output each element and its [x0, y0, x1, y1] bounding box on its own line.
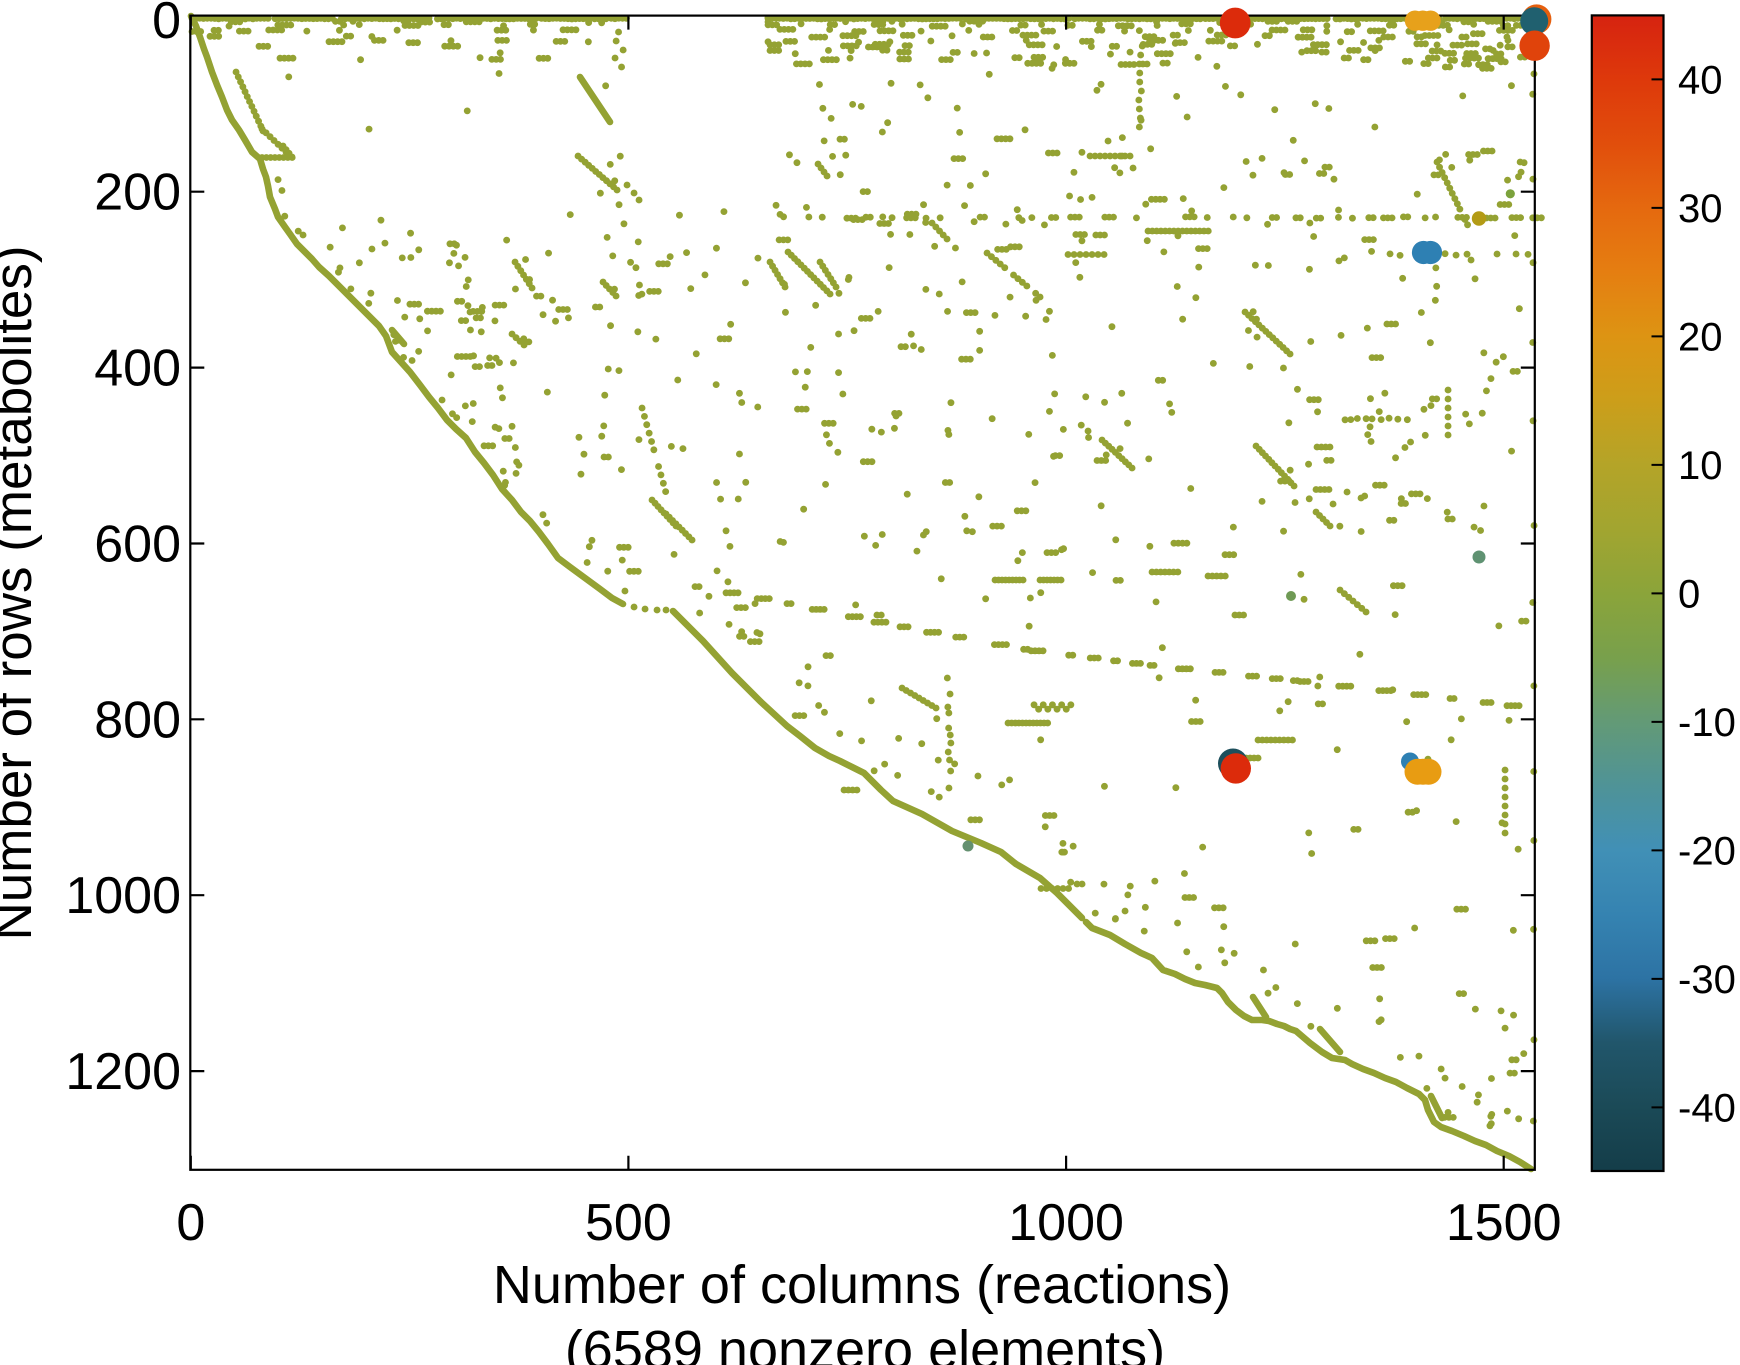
svg-text:1200: 1200	[65, 1043, 181, 1101]
svg-text:10: 10	[1678, 444, 1723, 488]
svg-text:-30: -30	[1678, 958, 1736, 1002]
svg-text:-40: -40	[1678, 1086, 1736, 1130]
svg-text:1500: 1500	[1446, 1194, 1562, 1252]
svg-text:200: 200	[94, 164, 181, 222]
svg-text:600: 600	[94, 516, 181, 574]
svg-text:-20: -20	[1678, 829, 1736, 873]
svg-text:20: 20	[1678, 315, 1723, 359]
svg-text:0: 0	[152, 0, 181, 50]
svg-text:Number of columns (reactions): Number of columns (reactions)	[493, 1255, 1231, 1315]
svg-text:Number of rows (metabolites): Number of rows (metabolites)	[0, 245, 43, 940]
svg-text:500: 500	[585, 1194, 672, 1252]
svg-text:0: 0	[176, 1194, 205, 1252]
svg-text:(6589 nonzero elements): (6589 nonzero elements)	[565, 1320, 1165, 1365]
svg-text:30: 30	[1678, 187, 1723, 231]
svg-text:1000: 1000	[1008, 1194, 1124, 1252]
svg-text:400: 400	[94, 340, 181, 398]
svg-text:-10: -10	[1678, 701, 1736, 745]
svg-text:800: 800	[94, 691, 181, 749]
svg-text:0: 0	[1678, 572, 1700, 616]
svg-text:1000: 1000	[65, 867, 181, 925]
svg-text:40: 40	[1678, 58, 1723, 102]
